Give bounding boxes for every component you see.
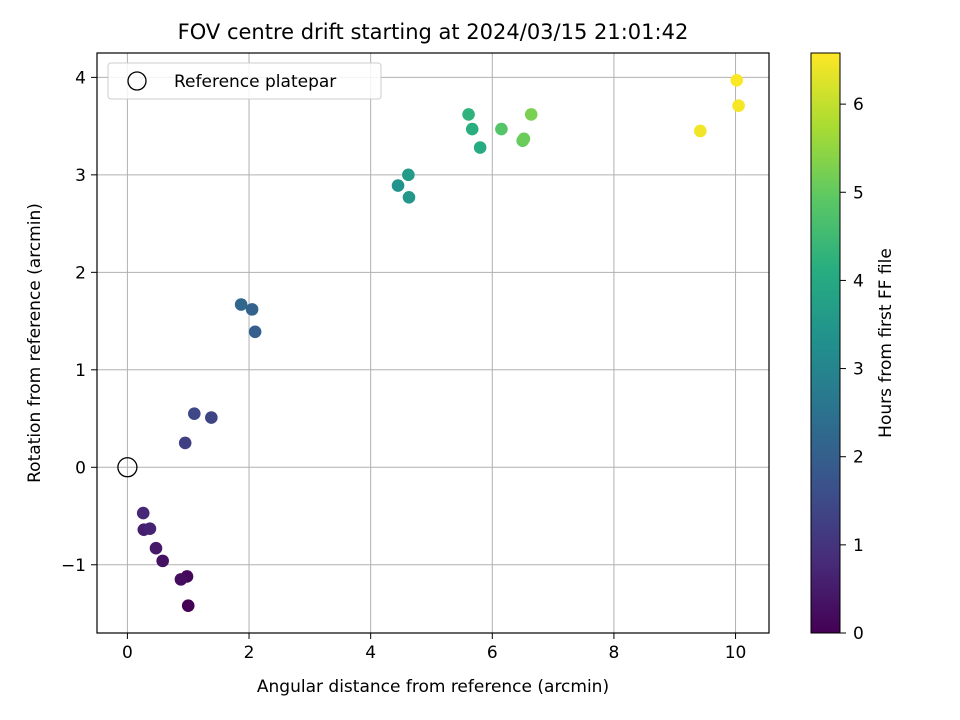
data-point	[248, 325, 262, 339]
colorbar: 0 1 2 3 4 5 6 Hours from first FF file	[810, 52, 896, 644]
data-point	[730, 73, 744, 87]
colorbar-label: Hours from first FF file	[876, 248, 896, 438]
x-tick-label: 6	[487, 643, 498, 663]
colorbar-tick-label: 1	[853, 536, 864, 556]
data-point	[143, 522, 157, 535]
x-tick-label: 4	[365, 643, 376, 663]
y-tick-label: 4	[75, 68, 86, 88]
data-points	[117, 73, 745, 613]
y-tick-label: 2	[75, 263, 86, 283]
y-tick-label: 0	[75, 458, 86, 478]
legend-box	[107, 62, 382, 100]
data-point	[156, 554, 169, 568]
y-tick-label: 1	[75, 361, 86, 381]
data-point	[732, 99, 745, 112]
data-point	[178, 436, 192, 450]
data-point	[402, 190, 416, 204]
data-point	[473, 141, 487, 154]
chart-title: FOV centre drift starting at 2024/03/15 …	[178, 20, 689, 44]
data-point	[517, 132, 531, 146]
legend-label-reference-platepar: Reference platepar	[174, 72, 336, 92]
colorbar-ticks: 0 1 2 3 4 5 6	[840, 95, 864, 644]
y-tick-label: 3	[75, 166, 86, 186]
colorbar-tick-label: 6	[853, 95, 864, 115]
colorbar-tick-label: 2	[853, 448, 864, 468]
y-axis-ticks: −1 0 1 2 3 4	[61, 68, 97, 576]
data-point	[136, 506, 150, 520]
data-point	[402, 168, 415, 182]
data-point	[524, 108, 538, 121]
plot-frame	[96, 52, 770, 634]
data-point	[181, 599, 195, 613]
x-tick-label: 10	[725, 643, 747, 663]
colorbar-tick-label: 3	[853, 360, 864, 380]
colorbar-tick-label: 0	[853, 624, 864, 644]
data-point	[391, 179, 405, 192]
colorbar-frame	[810, 52, 841, 634]
x-tick-label: 2	[244, 643, 255, 663]
y-axis-label: Rotation from reference (arcmin)	[25, 203, 45, 483]
data-point	[245, 303, 259, 316]
x-tick-label: 8	[609, 643, 620, 663]
data-point	[462, 108, 475, 121]
data-point	[465, 122, 479, 136]
grid	[97, 53, 769, 633]
data-point	[188, 407, 201, 420]
data-point	[234, 298, 248, 311]
colorbar-tick-label: 4	[853, 271, 864, 291]
colorbar-tick-label: 5	[853, 183, 864, 203]
data-point	[174, 573, 188, 586]
y-tick-label: −1	[61, 556, 86, 576]
reference-platepar-point	[117, 457, 138, 478]
x-axis-label: Angular distance from reference (arcmin)	[257, 677, 609, 697]
legend: Reference platepar	[107, 62, 382, 100]
legend-open-circle-marker	[127, 71, 147, 91]
data-point	[149, 541, 163, 555]
colorbar-gradient	[811, 53, 840, 633]
data-point	[205, 411, 218, 424]
x-axis-ticks: 0 2 4 6 8 10	[122, 633, 746, 663]
data-point	[495, 122, 508, 136]
data-point	[693, 124, 707, 138]
x-tick-label: 0	[122, 643, 133, 663]
